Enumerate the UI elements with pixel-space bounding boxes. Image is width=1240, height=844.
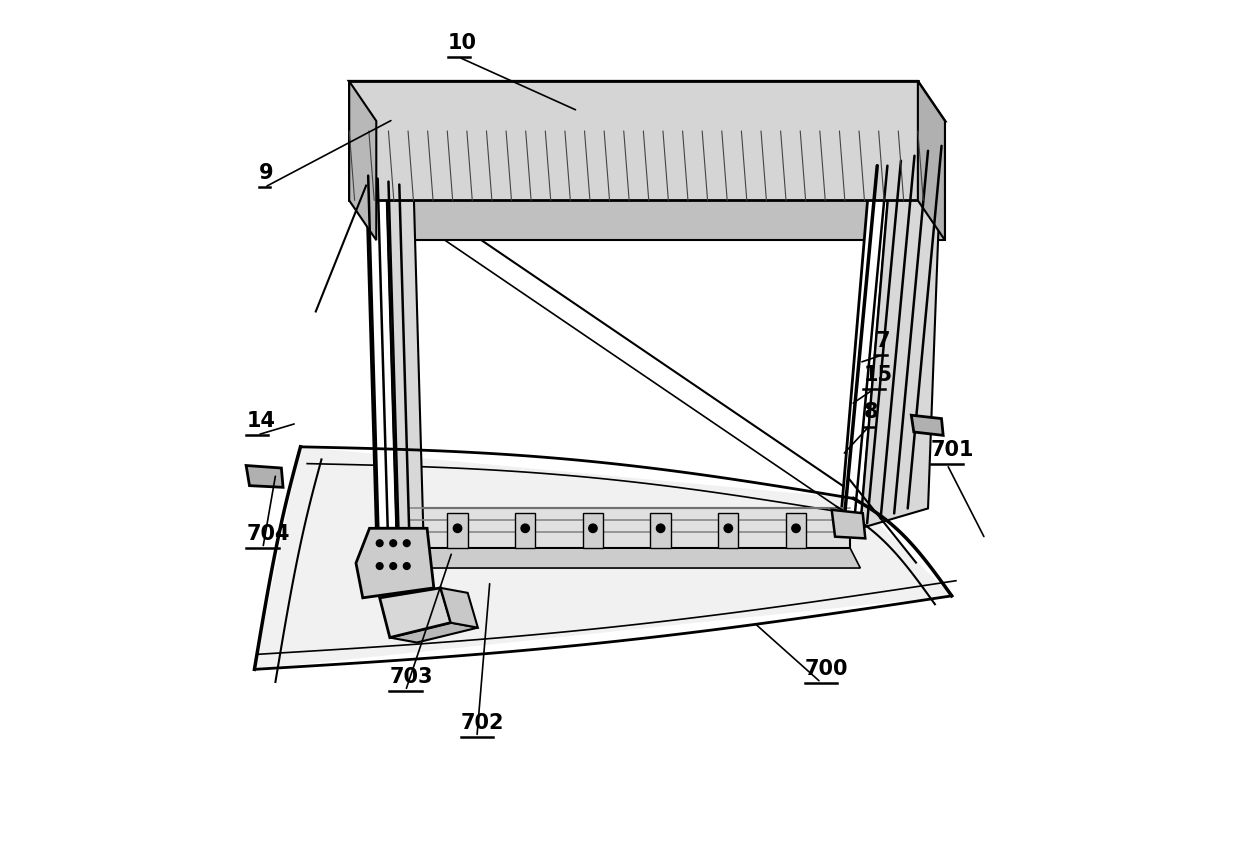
Polygon shape [651, 514, 671, 549]
Polygon shape [918, 82, 945, 241]
Polygon shape [401, 509, 861, 528]
Text: 9: 9 [259, 163, 274, 183]
Polygon shape [448, 514, 467, 549]
Polygon shape [401, 509, 851, 549]
Polygon shape [387, 176, 424, 544]
Text: 14: 14 [247, 410, 275, 430]
Text: 702: 702 [460, 712, 503, 733]
Polygon shape [911, 416, 944, 436]
Polygon shape [401, 549, 861, 568]
Polygon shape [366, 176, 397, 528]
Polygon shape [254, 447, 952, 669]
Circle shape [403, 540, 410, 547]
Circle shape [724, 524, 733, 533]
Polygon shape [832, 511, 866, 538]
Polygon shape [440, 588, 477, 628]
Text: 700: 700 [805, 657, 848, 678]
Polygon shape [583, 514, 603, 549]
Circle shape [389, 540, 397, 547]
Polygon shape [389, 623, 477, 643]
Circle shape [656, 524, 665, 533]
Polygon shape [350, 82, 918, 201]
Circle shape [376, 540, 383, 547]
Polygon shape [861, 147, 941, 528]
Text: 7: 7 [875, 331, 890, 351]
Circle shape [376, 563, 383, 570]
Circle shape [454, 524, 461, 533]
Polygon shape [350, 82, 376, 241]
Circle shape [403, 563, 410, 570]
Polygon shape [515, 514, 536, 549]
Polygon shape [786, 514, 806, 549]
Text: 703: 703 [389, 666, 433, 686]
Circle shape [792, 524, 800, 533]
Circle shape [521, 524, 529, 533]
Polygon shape [379, 588, 451, 638]
Polygon shape [356, 528, 434, 598]
Polygon shape [350, 82, 945, 122]
Text: 8: 8 [863, 402, 878, 422]
Circle shape [389, 563, 397, 570]
Circle shape [589, 524, 598, 533]
Text: 10: 10 [448, 33, 477, 53]
Text: 15: 15 [863, 365, 893, 384]
Text: 704: 704 [247, 523, 290, 544]
Polygon shape [718, 514, 739, 549]
Polygon shape [376, 122, 945, 241]
Polygon shape [246, 466, 283, 488]
Text: 701: 701 [930, 440, 975, 460]
Polygon shape [839, 166, 890, 528]
